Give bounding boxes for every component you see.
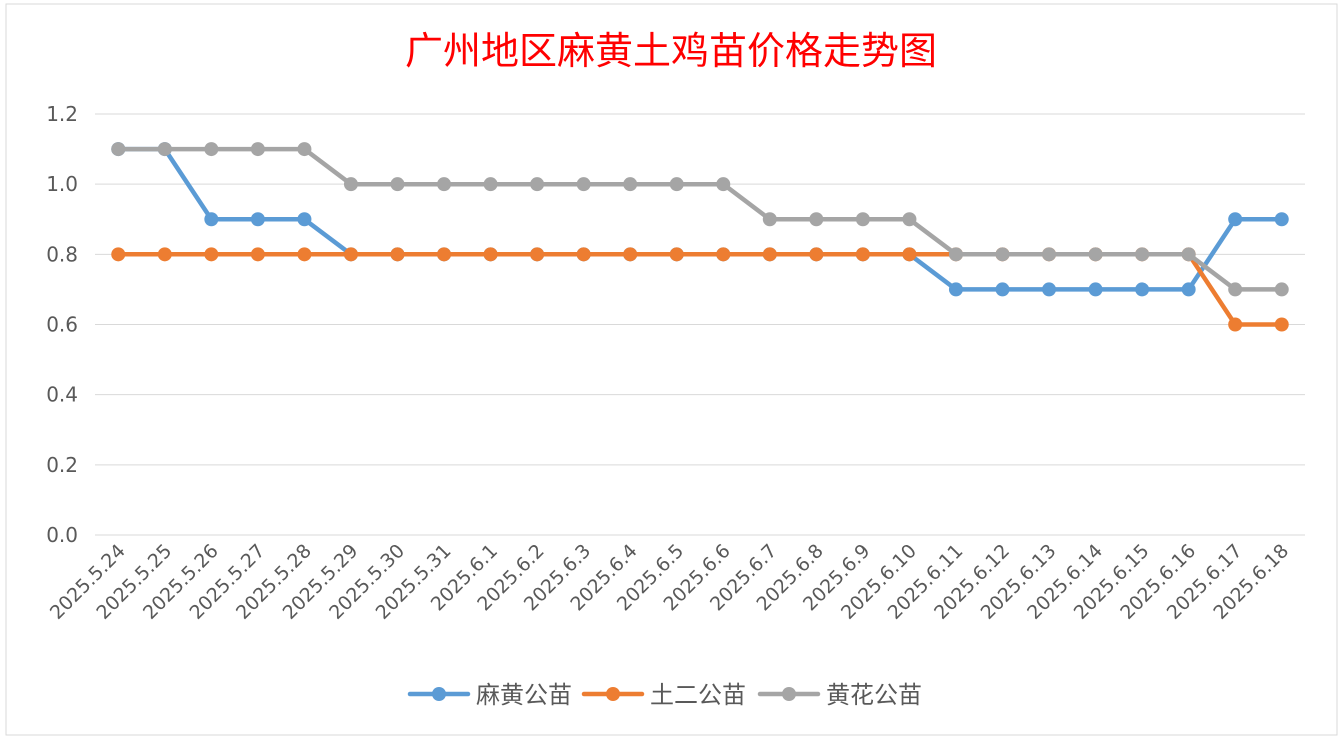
data-point xyxy=(809,212,824,227)
y-tick-label: 0.2 xyxy=(46,453,78,477)
y-tick-label: 0.0 xyxy=(46,523,78,547)
y-tick-label: 1.2 xyxy=(46,102,78,126)
data-point xyxy=(111,142,126,157)
legend-label: 土二公苗 xyxy=(650,681,746,709)
chart-title: 广州地区麻黄土鸡苗价格走势图 xyxy=(405,29,937,73)
legend-label: 黄花公苗 xyxy=(826,681,922,709)
data-point xyxy=(390,247,405,262)
legend-swatch-marker xyxy=(432,687,446,701)
legend-item: 麻黄公苗 xyxy=(407,681,572,709)
legend-swatch-marker xyxy=(606,687,620,701)
data-point xyxy=(995,282,1010,297)
data-point xyxy=(669,247,684,262)
y-tick-label: 1.0 xyxy=(46,172,78,196)
data-point xyxy=(948,247,963,262)
data-point xyxy=(855,247,870,262)
legend-item: 土二公苗 xyxy=(581,681,746,709)
data-point xyxy=(530,177,545,192)
data-point xyxy=(297,247,312,262)
data-point xyxy=(1274,317,1289,332)
data-point xyxy=(343,177,358,192)
data-point xyxy=(623,177,638,192)
data-point xyxy=(1135,247,1150,262)
data-point xyxy=(576,177,591,192)
legend-swatch-marker xyxy=(782,687,796,701)
legend: 麻黄公苗 土二公苗 黄花公苗 xyxy=(407,681,922,709)
data-point xyxy=(297,142,312,157)
data-point xyxy=(1228,212,1243,227)
data-point xyxy=(1088,282,1103,297)
data-point xyxy=(1042,282,1057,297)
data-point xyxy=(157,142,172,157)
data-point xyxy=(1135,282,1150,297)
series-line xyxy=(116,146,1284,292)
data-point xyxy=(390,177,405,192)
data-point xyxy=(483,247,498,262)
data-point xyxy=(437,177,452,192)
data-point xyxy=(204,247,219,262)
data-point xyxy=(1042,247,1057,262)
data-point xyxy=(297,212,312,227)
data-point xyxy=(762,212,777,227)
data-point xyxy=(111,247,126,262)
y-tick-label: 0.4 xyxy=(46,383,78,407)
chart-border xyxy=(5,3,1338,736)
data-point xyxy=(1181,247,1196,262)
data-point xyxy=(995,247,1010,262)
legend-label: 麻黄公苗 xyxy=(476,681,572,709)
data-point xyxy=(1274,282,1289,297)
data-point xyxy=(902,212,917,227)
data-point xyxy=(623,247,638,262)
data-point xyxy=(902,247,917,262)
data-point xyxy=(1088,247,1103,262)
data-point xyxy=(716,177,731,192)
data-point xyxy=(530,247,545,262)
data-point xyxy=(809,247,824,262)
data-point xyxy=(250,247,265,262)
data-point xyxy=(157,247,172,262)
data-point xyxy=(204,142,219,157)
data-point xyxy=(576,247,591,262)
data-point xyxy=(855,212,870,227)
data-point xyxy=(669,177,684,192)
data-point xyxy=(1181,282,1196,297)
data-point xyxy=(204,212,219,227)
data-point xyxy=(1228,317,1243,332)
data-point xyxy=(483,177,498,192)
data-point xyxy=(250,212,265,227)
y-tick-label: 0.6 xyxy=(46,313,78,337)
series-3 xyxy=(111,142,1289,297)
y-axis-ticks: 0.0 0.2 0.4 0.6 0.8 1.0 1.2 xyxy=(46,102,78,547)
data-point xyxy=(1274,212,1289,227)
data-point xyxy=(437,247,452,262)
series-layer xyxy=(111,142,1289,332)
data-point xyxy=(343,247,358,262)
data-point xyxy=(716,247,731,262)
data-point xyxy=(1228,282,1243,297)
y-tick-label: 0.8 xyxy=(46,242,78,266)
data-point xyxy=(762,247,777,262)
data-point xyxy=(250,142,265,157)
data-point xyxy=(948,282,963,297)
legend-item: 黄花公苗 xyxy=(757,681,922,709)
